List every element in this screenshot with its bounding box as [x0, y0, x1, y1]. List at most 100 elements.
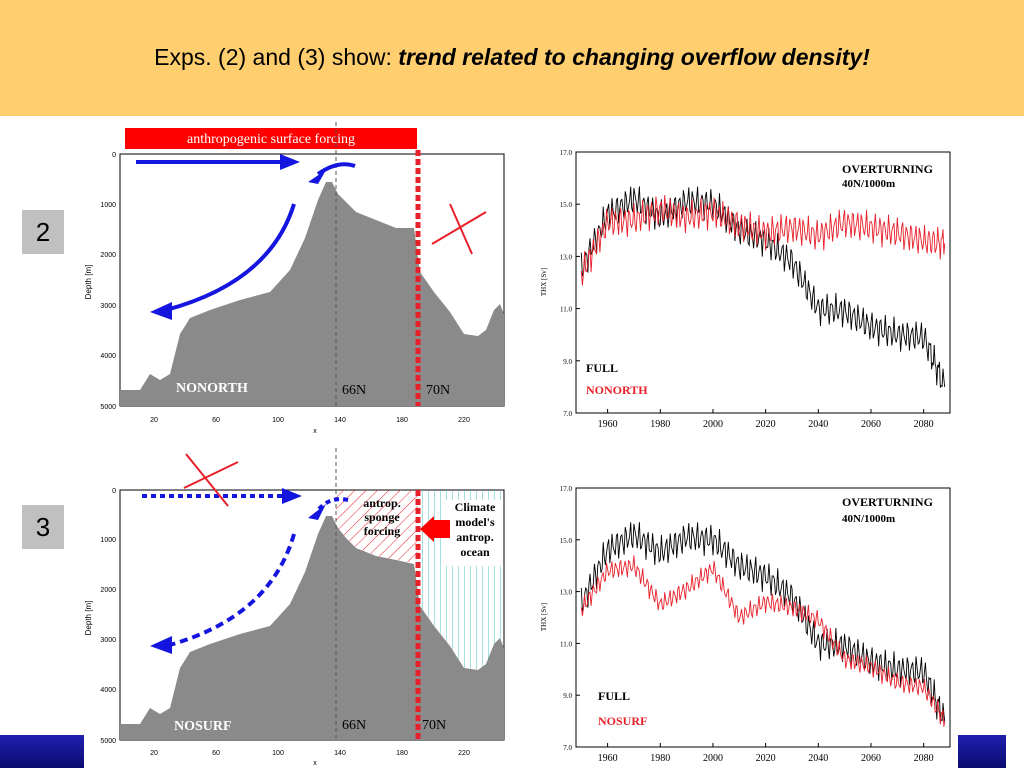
footer-bar-right — [958, 735, 1006, 768]
x-tick-label: 2080 — [914, 419, 934, 430]
series-line-full — [580, 522, 946, 722]
x-tick: 220 — [458, 750, 470, 757]
x-tick: 100 — [272, 417, 284, 424]
lat-70n: 70N — [426, 383, 450, 398]
y-tick-label: 7.0 — [563, 410, 572, 418]
y-tick: 4000 — [100, 353, 116, 360]
chart-subtitle: 40N/1000m — [842, 513, 895, 525]
chart-frame — [575, 151, 951, 414]
climate-label: Climate — [455, 500, 496, 514]
title-emphasis: trend related to changing overflow densi… — [398, 44, 870, 70]
forcing-banner-text: anthropogenic surface forcing — [187, 132, 355, 147]
y-tick: 0 — [112, 152, 116, 159]
region-label: NOSURF — [174, 719, 232, 734]
x-tick: 20 — [150, 417, 158, 424]
slide-title: Exps. (2) and (3) show: trend related to… — [0, 44, 1024, 71]
x-tick-label: 1960 — [598, 753, 618, 764]
y-tick: 2000 — [100, 252, 116, 259]
x-tick: 60 — [212, 417, 220, 424]
lat-66n: 66N — [342, 383, 366, 398]
y-tick-label: 13.0 — [560, 589, 573, 597]
experiment-label-3: 3 — [22, 505, 64, 549]
footer-bar-left — [0, 735, 84, 768]
sinking-arrow-head — [308, 170, 326, 184]
y-tick-label: 9.0 — [563, 692, 572, 700]
x-tick-label: 1980 — [650, 753, 670, 764]
forcing-banner — [125, 128, 417, 149]
y-tick: 1000 — [100, 202, 116, 209]
experiment-label-2: 2 — [22, 210, 64, 254]
y-tick-label: 15.0 — [560, 201, 573, 209]
x-tick: 220 — [458, 417, 470, 424]
chart-title: OVERTURNING — [842, 495, 933, 509]
sponge-region — [336, 490, 418, 564]
section-plot-nosurf: antrop. sponge forcing Climate model's a… — [84, 448, 505, 767]
climate-label: ocean — [460, 545, 490, 559]
cross-mark — [431, 211, 487, 245]
slide-header: Exps. (2) and (3) show: trend related to… — [0, 0, 1024, 116]
y-axis-label: Depth [m] — [84, 265, 93, 300]
y-axis-label: THX [Sv] — [540, 603, 548, 631]
overflow-arrow — [165, 203, 296, 312]
region-label: NONORTH — [176, 381, 248, 396]
y-tick-label: 7.0 — [563, 744, 572, 752]
x-tick-label: 2020 — [756, 419, 776, 430]
x-tick-label: 2040 — [808, 419, 828, 430]
lat-66n: 66N — [342, 718, 366, 733]
legend-full: FULL — [598, 689, 630, 703]
x-tick: 180 — [396, 750, 408, 757]
y-tick: 3000 — [100, 637, 116, 644]
y-tick-label: 11.0 — [560, 640, 572, 648]
x-tick: 140 — [334, 417, 346, 424]
x-axis-label: x — [313, 760, 317, 767]
surface-arrow — [280, 154, 300, 170]
x-tick-label: 2060 — [861, 753, 881, 764]
sponge-label: sponge — [364, 510, 400, 524]
chart-title: OVERTURNING — [842, 162, 933, 176]
x-axis-label: x — [313, 428, 317, 435]
y-tick-label: 15.0 — [560, 537, 573, 545]
y-axis-label: Depth [m] — [84, 601, 93, 636]
surface-arrow — [282, 488, 302, 504]
x-tick-label: 1980 — [650, 419, 670, 430]
legend-nosurf: NOSURF — [598, 714, 647, 728]
overflow-arrow — [165, 533, 296, 648]
series-line-nosurf — [580, 555, 946, 727]
x-tick: 60 — [212, 750, 220, 757]
sponge-label: antrop. — [363, 496, 400, 510]
y-tick-label: 17.0 — [560, 149, 573, 157]
legend-full: FULL — [586, 361, 618, 375]
chart-frame — [575, 487, 951, 748]
bathymetry — [120, 182, 504, 406]
overturning-chart-nonorth: 7.0 9.0 11.0 13.0 15.0 17.0 1960 1980 2000 2020 20… — [540, 149, 951, 430]
x-tick-label: 2060 — [861, 419, 881, 430]
y-axis-label: THX [Sv] — [540, 268, 548, 296]
x-tick-label: 2000 — [703, 419, 723, 430]
y-tick-label: 13.0 — [560, 253, 573, 261]
y-tick-label: 11.0 — [560, 306, 572, 314]
cross-mark — [183, 461, 239, 489]
legend-nonorth: NONORTH — [586, 383, 648, 397]
section-plot-nonorth: anthropogenic surface forcing NONORTH 66… — [84, 122, 505, 435]
y-tick: 5000 — [100, 738, 116, 745]
chart-subtitle: 40N/1000m — [842, 178, 895, 190]
bathymetry — [120, 516, 504, 740]
y-tick: 4000 — [100, 687, 116, 694]
x-tick-label: 2000 — [703, 753, 723, 764]
y-tick-label: 17.0 — [560, 485, 573, 493]
y-tick-label: 9.0 — [563, 358, 572, 366]
y-tick: 5000 — [100, 404, 116, 411]
x-tick-label: 2040 — [808, 753, 828, 764]
x-tick: 20 — [150, 750, 158, 757]
y-tick: 1000 — [100, 537, 116, 544]
climate-label: antrop. — [456, 530, 493, 544]
sinking-arrow-head — [308, 504, 326, 520]
y-tick: 3000 — [100, 303, 116, 310]
overturning-chart-nosurf: 7.0 9.0 11.0 13.0 15.0 17.0 1960 1980 2000 2020 20… — [540, 485, 951, 764]
x-tick: 140 — [334, 750, 346, 757]
title-prefix: Exps. (2) and (3) show: — [154, 44, 399, 70]
x-tick-label: 2020 — [756, 753, 776, 764]
x-tick-label: 2080 — [914, 753, 934, 764]
sponge-label: forcing — [364, 524, 400, 538]
climate-label: model's — [455, 515, 495, 529]
